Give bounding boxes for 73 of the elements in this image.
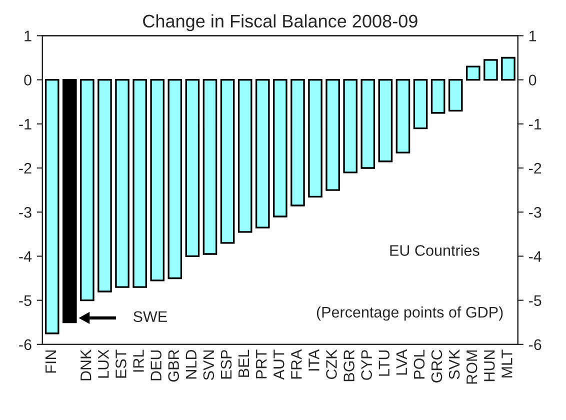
y-tick-label: -3: [19, 206, 32, 218]
bar: [62, 78, 77, 324]
bar: [396, 78, 410, 154]
x-tick-label: FIN: [46, 350, 56, 373]
y2-tick-label: -2: [528, 162, 542, 174]
y2-tick-label: 0: [528, 74, 536, 86]
bar: [501, 56, 516, 81]
y-tick-label: -6: [19, 339, 32, 350]
x-tick-label: ITA: [308, 349, 320, 370]
x-tick-label: HUN: [484, 350, 495, 382]
y2-tick-label: -5: [528, 295, 542, 306]
x-tick-label: CZK: [326, 349, 337, 380]
bar: [168, 78, 182, 280]
x-tick-label: LUX: [98, 350, 109, 378]
bar: [220, 78, 235, 244]
y2-tick-label: -6: [528, 339, 542, 350]
y-tick-label: 0: [24, 74, 32, 86]
annotation: EU Countries: [390, 244, 480, 256]
annotation: (Percentage points of GDP): [316, 306, 503, 321]
x-tick-label: POL: [414, 350, 425, 379]
x-tick-label: CYP: [361, 350, 372, 380]
x-tick-label: LVA: [396, 349, 407, 375]
bar: [343, 78, 358, 174]
bar: [44, 78, 60, 334]
annotation: SWE: [133, 311, 167, 322]
y2-tick-label: -3: [528, 206, 542, 218]
x-tick-label: SVN: [203, 350, 214, 380]
x-tick-label: SVK: [448, 349, 460, 380]
x-tick-label: ESP: [220, 350, 232, 379]
y2-tick-label: -4: [528, 251, 542, 262]
bar: [360, 78, 376, 169]
bar: [115, 78, 130, 288]
x-tick-label: EST: [116, 350, 126, 378]
bar: [185, 78, 200, 258]
bar: [466, 66, 480, 81]
x-tick-label: IRL: [133, 350, 144, 372]
y-tick-label: 1: [24, 30, 32, 42]
chart-title: Change in Fiscal Balance 2008-09: [143, 14, 418, 32]
x-tick-label: GBR: [168, 350, 180, 382]
bar: [290, 78, 305, 206]
bar: [308, 78, 322, 198]
x-tick-label: MLT: [502, 350, 512, 378]
y-tick-label: -1: [19, 118, 32, 130]
x-tick-label: PRT: [256, 350, 267, 378]
y-tick-label: -4: [19, 251, 32, 262]
x-tick-label: AUT: [274, 350, 284, 380]
bar: [255, 78, 270, 228]
x-tick-label: BGR: [344, 350, 354, 382]
bar: [413, 78, 428, 130]
bar: [273, 78, 288, 218]
y2-tick-label: 1: [529, 30, 536, 42]
bar: [202, 78, 218, 255]
x-tick-label: FRA: [291, 349, 302, 379]
y-tick-label: -2: [19, 162, 32, 174]
bar: [150, 78, 165, 282]
bar: [238, 78, 252, 233]
bar: [430, 78, 446, 114]
y2-tick-label: -1: [528, 118, 542, 130]
x-tick-label: DNK: [80, 349, 92, 380]
x-tick-label: GRC: [431, 350, 442, 382]
x-tick-label: ROM: [466, 350, 478, 384]
bar: [98, 78, 112, 292]
bar: [484, 59, 498, 81]
bar: [378, 78, 393, 162]
x-tick-label: NLD: [186, 350, 196, 379]
x-tick-label: DEU: [150, 350, 162, 380]
bar: [132, 78, 147, 288]
x-tick-label: LTU: [378, 350, 390, 376]
bar: [326, 78, 340, 191]
x-tick-label: BEL: [238, 350, 250, 377]
bar: [448, 78, 463, 112]
y-tick-label: -5: [19, 295, 32, 306]
bar: [80, 78, 94, 302]
